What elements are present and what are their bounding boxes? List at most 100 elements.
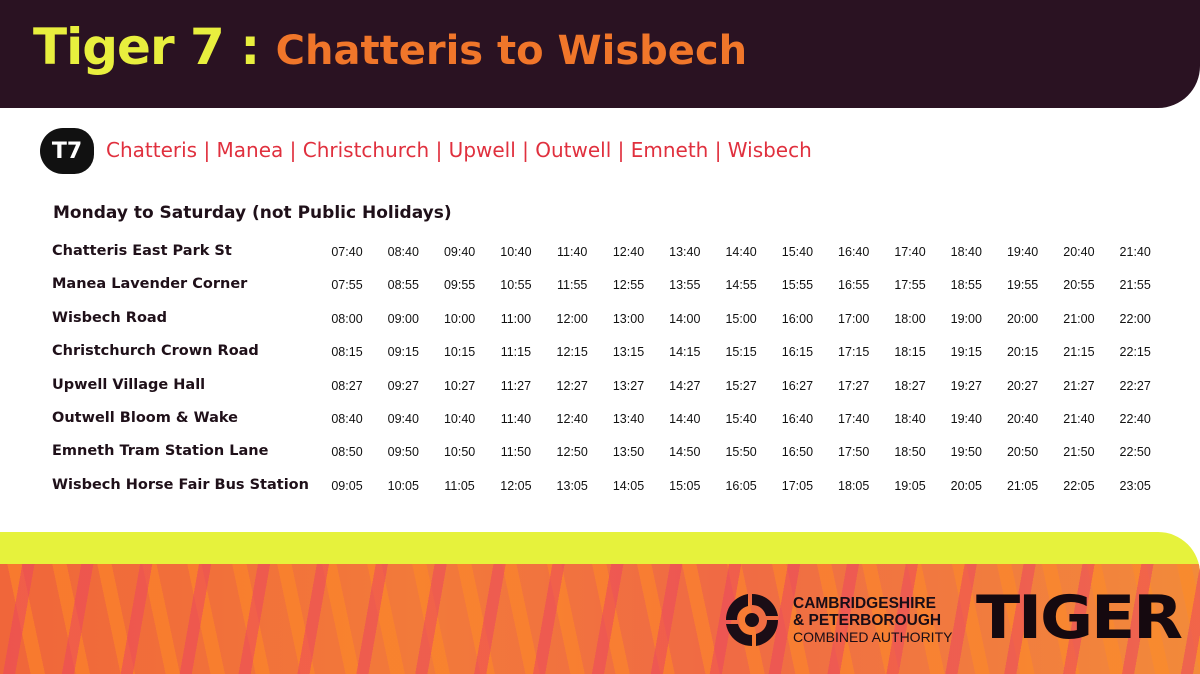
page-title: Tiger 7 : Chatteris to Wisbech: [33, 18, 747, 76]
departure-time: 18:27: [894, 378, 926, 393]
departure-time: 21:27: [1063, 378, 1095, 393]
route-badge: T7: [40, 128, 94, 174]
authority-line-2: & PETERBOROUGH: [793, 612, 942, 629]
departure-time: 13:40: [669, 245, 701, 259]
departure-time: 11:40: [500, 412, 532, 426]
departure-time: 07:40: [331, 245, 363, 259]
departure-time: 08:00: [331, 311, 363, 326]
departure-time: 22:15: [1119, 345, 1151, 360]
departure-time: 16:15: [781, 345, 814, 360]
timetable-row: Manea Lavender Corner 07:55 08:55 09:55 10:5…: [0, 276, 1200, 302]
departure-time: 11:50: [500, 445, 532, 460]
departure-time: 20:15: [1006, 345, 1039, 360]
departure-time: 13:05: [556, 478, 588, 493]
departure-time: 13:00: [612, 311, 645, 326]
departure-time: 13:15: [612, 345, 645, 360]
departure-time: 20:27: [1006, 378, 1039, 393]
departure-time: 15:50: [725, 445, 757, 460]
departure-time: 22:27: [1119, 378, 1151, 393]
route-stops-line: Chatteris | Manea | Christchurch | Upwel…: [106, 138, 812, 162]
header-banner: Tiger 7 : Chatteris to Wisbech: [0, 0, 1200, 108]
departure-time: 11:05: [444, 478, 475, 493]
departure-time: 15:27: [725, 378, 757, 393]
departure-time: 11:15: [500, 345, 532, 360]
departure-time: 08:50: [331, 445, 363, 460]
departure-time: 20:40: [1063, 245, 1095, 259]
departure-time: 09:55: [443, 278, 476, 293]
departure-time: 11:55: [557, 278, 588, 293]
departure-time: 21:00: [1063, 311, 1095, 326]
departure-time: 10:40: [443, 412, 476, 426]
combined-authority-logo-text: CAMBRIDGESHIRE & PETERBOROUGH COMBINED A…: [793, 595, 952, 646]
authority-line-1: CAMBRIDGESHIRE: [793, 595, 936, 612]
departure-time: 10:15: [443, 345, 476, 360]
departure-time: 18:50: [894, 445, 926, 460]
departure-time: 19:40: [1006, 245, 1039, 259]
departure-time: 14:55: [725, 278, 757, 293]
timetable-row: Wisbech Horse Fair Bus Station 09:05 10:05…: [0, 477, 1200, 503]
departure-time: 18:15: [894, 345, 926, 360]
departure-time: 08:27: [331, 378, 363, 393]
stop-name: Wisbech Horse Fair Bus Station: [52, 476, 309, 493]
departure-time: 10:50: [443, 445, 476, 460]
departure-time: 13:55: [669, 278, 701, 293]
departure-time: 12:40: [612, 245, 645, 259]
footer-band: [0, 532, 1200, 674]
departure-time: 09:05: [331, 478, 363, 493]
service-days: Monday to Saturday (not Public Holidays): [53, 203, 452, 223]
departure-time: 07:55: [331, 278, 363, 293]
departure-time: 19:55: [1006, 278, 1039, 293]
departure-time: 18:55: [950, 278, 982, 293]
route-number: Tiger 7 :: [33, 18, 260, 76]
stop-name: Christchurch Crown Road: [52, 343, 259, 360]
departure-time: 21:50: [1063, 445, 1095, 460]
departure-time: 20:00: [1006, 311, 1039, 326]
departure-time: 12:00: [556, 311, 588, 326]
departure-time: 08:40: [387, 245, 419, 259]
departure-time: 16:05: [725, 478, 757, 493]
departure-time: 10:40: [500, 245, 532, 259]
departure-time: 20:40: [1006, 412, 1039, 426]
departure-time: 19:15: [950, 345, 982, 360]
departure-time: 17:05: [781, 478, 814, 493]
departure-time: 19:00: [950, 311, 982, 326]
departure-time: 14:40: [725, 245, 757, 259]
departure-time: 15:40: [725, 412, 757, 426]
departure-time: 12:05: [500, 478, 532, 493]
departure-time: 08:40: [331, 412, 363, 426]
departure-time: 22:00: [1119, 311, 1151, 326]
departure-time: 21:55: [1119, 278, 1151, 293]
departure-time: 15:40: [781, 245, 814, 259]
departure-time: 22:50: [1119, 445, 1151, 460]
departure-time: 11:27: [500, 378, 532, 393]
departure-time: 17:40: [894, 245, 926, 259]
departure-time: 09:15: [387, 345, 419, 360]
departure-time: 19:27: [950, 378, 982, 393]
departure-time: 09:00: [387, 311, 419, 326]
departure-time: 17:55: [894, 278, 926, 293]
departure-time: 16:40: [781, 412, 814, 426]
departure-time: 14:40: [669, 412, 701, 426]
stop-name: Manea Lavender Corner: [52, 276, 248, 293]
departure-time: 13:27: [612, 378, 645, 393]
departure-time: 23:05: [1119, 478, 1151, 493]
departure-time: 10:05: [387, 478, 419, 493]
departure-time: 15:05: [669, 478, 701, 493]
departure-time: 11:00: [500, 311, 532, 326]
authority-line-3: COMBINED AUTHORITY: [793, 629, 953, 645]
cpca-swirl-icon: [726, 594, 778, 646]
stop-name: Chatteris East Park St: [52, 243, 232, 259]
stop-name: Upwell Village Hall: [52, 376, 206, 393]
timetable-row: Wisbech Road 08:00 09:00 10:00 11:00 12:00 13:…: [0, 310, 1200, 336]
departure-time: 14:05: [612, 478, 645, 493]
departure-time: 16:27: [781, 378, 814, 393]
departure-time: 09:27: [387, 378, 419, 393]
departure-time: 17:50: [838, 445, 870, 460]
departure-time: 14:00: [669, 311, 701, 326]
departure-time: 15:15: [725, 345, 757, 360]
departure-time: 18:05: [838, 478, 870, 493]
departure-time: 10:27: [443, 378, 476, 393]
departure-time: 18:40: [950, 245, 982, 259]
departure-time: 12:40: [556, 412, 588, 426]
departure-time: 08:55: [387, 278, 419, 293]
